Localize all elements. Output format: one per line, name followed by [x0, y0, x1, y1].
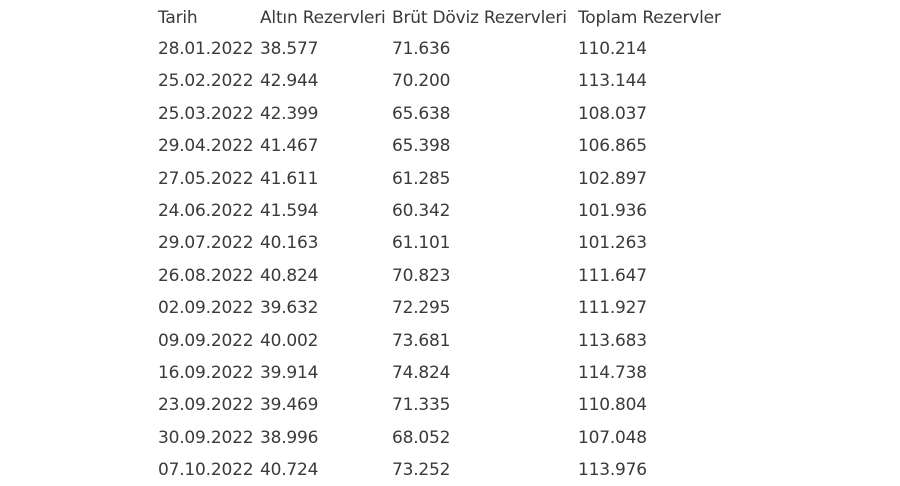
table-cell: 108.037 — [578, 103, 647, 124]
header-cell: Brüt Döviz Rezervleri — [392, 8, 567, 28]
table-cell: 40.002 — [260, 330, 319, 351]
table-cell: 40.724 — [260, 460, 319, 481]
table-cell: 65.638 — [392, 103, 451, 124]
table-cell: 101.263 — [578, 233, 647, 254]
table-cell: 110.214 — [578, 39, 647, 59]
table-cell: 72.295 — [392, 298, 451, 319]
table-cell: 65.398 — [392, 136, 451, 157]
table-cell: 29.07.2022 — [158, 233, 254, 254]
table-cell: 25.03.2022 — [158, 103, 254, 124]
table-cell: 23.09.2022 — [158, 395, 254, 416]
table-cell: 39.914 — [260, 363, 319, 383]
table-cell: 107.048 — [578, 427, 647, 448]
table-cell: 61.101 — [392, 233, 451, 254]
table-cell: 42.399 — [260, 103, 319, 124]
table-cell: 113.683 — [578, 330, 647, 351]
table-cell: 113.144 — [578, 71, 647, 92]
table-cell: 16.09.2022 — [158, 363, 254, 383]
table-cell: 111.647 — [578, 265, 647, 286]
table-cell: 60.342 — [392, 201, 451, 221]
table-cell: 71.636 — [392, 39, 451, 59]
table-cell: 30.09.2022 — [158, 427, 254, 448]
table-cell: 26.08.2022 — [158, 265, 254, 286]
table-cell: 70.200 — [392, 71, 451, 92]
table-cell: 42.944 — [260, 71, 319, 92]
table-cell: 39.632 — [260, 298, 319, 319]
table-cell: 73.681 — [392, 330, 451, 351]
table-cell: 68.052 — [392, 427, 451, 448]
table-cell: 111.927 — [578, 298, 647, 319]
table-cell: 101.936 — [578, 201, 647, 221]
table-cell: 28.01.2022 — [158, 39, 254, 59]
table-cell: 41.611 — [260, 168, 319, 189]
table-cell: 73.252 — [392, 460, 451, 481]
table-cell: 71.335 — [392, 395, 451, 416]
table-cell: 74.824 — [392, 363, 451, 383]
table-cell: 38.996 — [260, 427, 319, 448]
table-cell: 113.976 — [578, 460, 647, 481]
table-cell: 40.163 — [260, 233, 319, 254]
header-cell: Tarih — [158, 8, 198, 28]
table-cell: 70.823 — [392, 265, 451, 286]
table-cell: 102.897 — [578, 168, 647, 189]
table-cell: 114.738 — [578, 363, 647, 383]
table-cell: 40.824 — [260, 265, 319, 286]
table-cell: 25.02.2022 — [158, 71, 254, 92]
table-cell: 106.865 — [578, 136, 647, 157]
header-cell: Altın Rezervleri — [260, 8, 386, 28]
table-cell: 09.09.2022 — [158, 330, 254, 351]
table-cell: 61.285 — [392, 168, 451, 189]
table-cell: 38.577 — [260, 39, 319, 59]
table-cell: 27.05.2022 — [158, 168, 254, 189]
table-cell: 41.467 — [260, 136, 319, 157]
table-cell: 39.469 — [260, 395, 319, 416]
table-cell: 24.06.2022 — [158, 201, 254, 221]
table-cell: 29.04.2022 — [158, 136, 254, 157]
header-cell: Toplam Rezervler — [578, 8, 721, 28]
table-cell: 02.09.2022 — [158, 298, 254, 319]
table-cell: 110.804 — [578, 395, 647, 416]
table-cell: 41.594 — [260, 201, 319, 221]
table-cell: 07.10.2022 — [158, 460, 254, 481]
